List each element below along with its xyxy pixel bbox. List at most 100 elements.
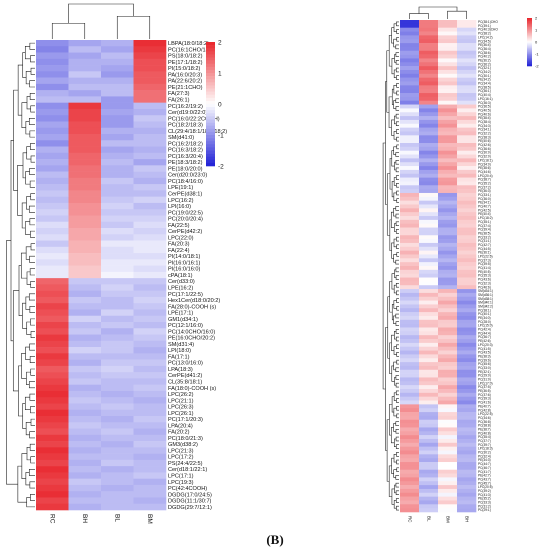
heatmap-cell (400, 389, 420, 394)
heatmap-cell (438, 365, 458, 371)
column-dendrogram-branch (418, 6, 458, 14)
row-label: DGDG(29:7/12:1) (168, 505, 212, 511)
column-dendrogram-branch (68, 3, 134, 24)
row-label: LPC(20:5) (478, 485, 493, 489)
colorbar-segment (527, 22, 532, 25)
heatmap-cell (101, 353, 134, 360)
heatmap-cell (457, 323, 477, 328)
heatmap-cell (457, 458, 477, 463)
heatmap-cell (68, 152, 102, 160)
heatmap-cell (438, 350, 458, 355)
heatmap-cell (419, 269, 439, 274)
heatmap-cell (419, 139, 439, 144)
heatmap-cell (438, 139, 458, 144)
heatmap-cell (438, 250, 458, 255)
heatmap-cell (419, 200, 439, 205)
heatmap-cell (36, 397, 69, 404)
heatmap-cell (400, 58, 420, 63)
heatmap-cell (36, 121, 69, 129)
heatmap-cell (419, 154, 439, 159)
heatmap-cell (68, 416, 102, 423)
heatmap-cell (457, 300, 477, 305)
heatmap-cell (101, 265, 134, 273)
heatmap-cell (133, 115, 167, 122)
heatmap-cell (457, 227, 477, 232)
row-dendrogram-branch (396, 306, 399, 311)
heatmap-cell (419, 143, 439, 148)
row-dendrogram-branch (395, 221, 399, 226)
row-dendrogram-branch (396, 398, 399, 403)
row-label: CL(29:4/18:1/18:2/18:2) (168, 129, 227, 135)
row-dendrogram-branch (25, 246, 31, 260)
heatmap-cell (68, 121, 102, 129)
heatmap-cell (400, 96, 420, 102)
heatmap-cell (419, 185, 439, 190)
heatmap-cell (457, 116, 477, 121)
heatmap-cell (457, 200, 477, 205)
row-dendrogram-branch (29, 431, 35, 439)
heatmap-cell (400, 200, 420, 205)
heatmap-cell (438, 381, 458, 386)
heatmap-cell (438, 496, 458, 501)
heatmap-cell (101, 459, 134, 467)
row-dendrogram-branch (393, 284, 397, 294)
colorbar-segment (527, 50, 532, 52)
heatmap-cell (400, 123, 420, 128)
heatmap-cell (68, 108, 102, 116)
colorbar-segment (527, 61, 532, 63)
heatmap-cell (133, 422, 167, 429)
heatmap-cell (400, 131, 420, 136)
row-label: PC(46:7) (478, 466, 491, 470)
row-dendrogram-branch (30, 230, 35, 238)
heatmap-cell (419, 173, 439, 178)
heatmap-cell (438, 235, 458, 240)
heatmap-cell (419, 58, 439, 63)
heatmap-cell (101, 428, 134, 436)
row-label: Cer(d18:1/22:1) (168, 467, 207, 473)
heatmap-cell (101, 96, 134, 103)
row-label: PC(33:3) (478, 501, 491, 505)
heatmap-cell (36, 353, 69, 360)
heatmap-cell (438, 169, 458, 175)
heatmap-cell (419, 385, 439, 390)
row-label: PE(32:1) (478, 370, 491, 374)
row-dendrogram-branch (26, 371, 31, 385)
heatmap-cell (400, 208, 420, 213)
heatmap-cell (400, 50, 420, 55)
row-label: FA(26:1) (168, 97, 190, 103)
row-label: PE(40:6) (478, 139, 491, 143)
heatmap-cell (438, 289, 458, 294)
colorbar-segment (527, 44, 532, 46)
heatmap-cell (457, 427, 477, 432)
row-label: PC(30:1) (478, 74, 491, 78)
heatmap-cell (36, 503, 69, 511)
heatmap-cell (419, 377, 439, 382)
heatmap-cell (68, 202, 102, 210)
heatmap-cell (438, 269, 458, 274)
row-dendrogram-branch (29, 255, 35, 263)
heatmap-cell (438, 119, 458, 125)
row-label: LPC(18:3) (478, 447, 493, 451)
row-label: SM(d40:1) (478, 301, 493, 305)
heatmap-cell (400, 62, 420, 67)
colorbar-tick-label: -2 (535, 63, 539, 68)
heatmap-cell (438, 339, 458, 344)
heatmap-cell (68, 290, 102, 298)
heatmap-cell (101, 347, 134, 354)
column-label: BH (464, 516, 469, 522)
heatmap-cell (457, 369, 477, 374)
heatmap-cell (438, 173, 458, 178)
heatmap-cell (68, 315, 102, 323)
heatmap-cell (457, 446, 477, 451)
row-label: PC(18:0/21:3) (168, 436, 203, 442)
heatmap-cell (457, 246, 477, 251)
heatmap-cell (133, 71, 167, 78)
heatmap-cell (68, 190, 102, 197)
row-label: PC(36:6) (478, 147, 491, 151)
heatmap-cell (438, 319, 458, 324)
colorbar-segment (527, 27, 532, 30)
heatmap-cell (400, 485, 420, 490)
heatmap-cell (419, 462, 439, 467)
row-dendrogram-branch (30, 105, 35, 113)
heatmap-cell (36, 46, 69, 53)
